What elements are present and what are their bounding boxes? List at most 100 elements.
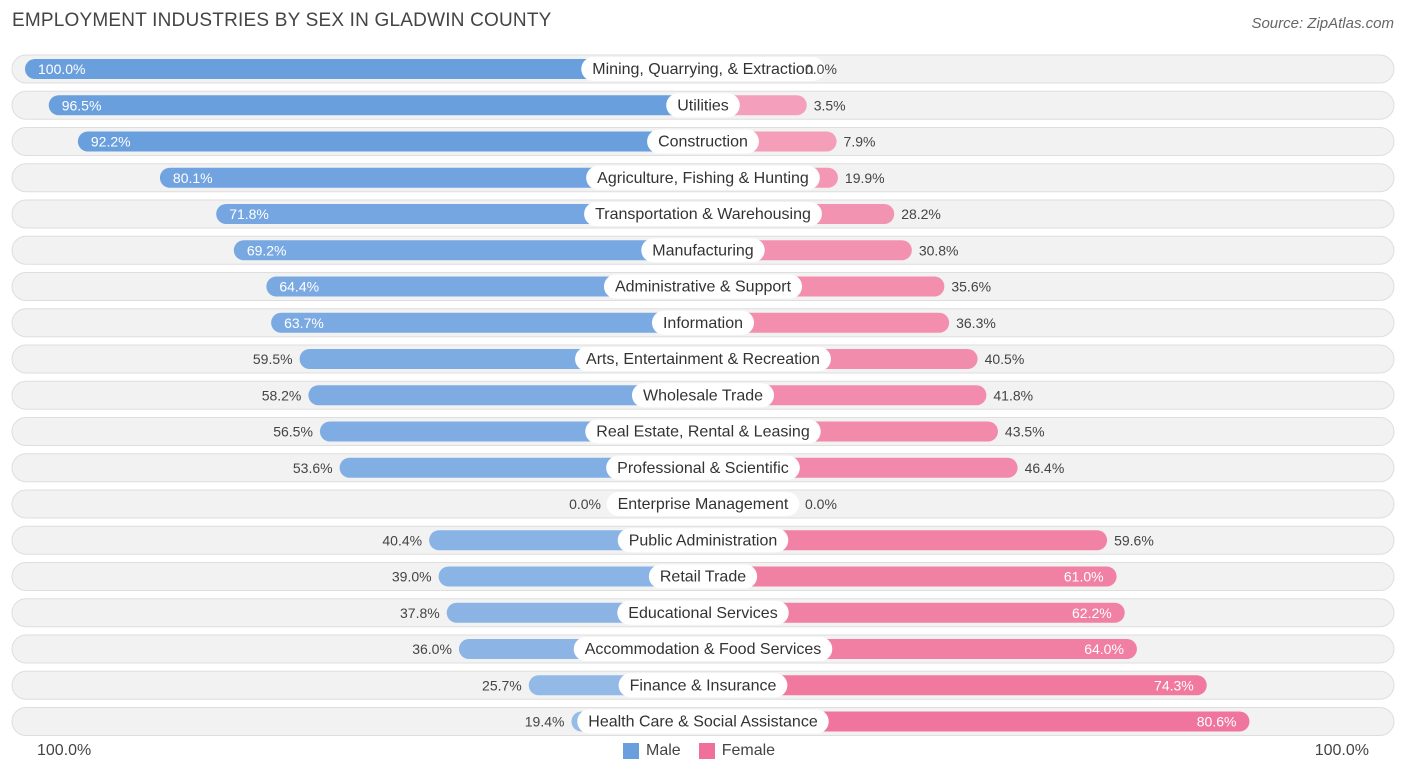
category-label: Agriculture, Fishing & Hunting [597, 170, 809, 187]
female-bar [703, 566, 1117, 587]
category-label: Arts, Entertainment & Recreation [586, 351, 820, 368]
female-value-label: 80.6% [1197, 714, 1237, 730]
source-label: Source: ZipAtlas.com [1251, 15, 1394, 32]
female-value-label: 46.4% [1025, 460, 1065, 476]
female-bar [703, 711, 1250, 732]
female-value-label: 28.2% [901, 206, 941, 222]
male-value-label: 58.2% [262, 387, 302, 403]
female-value-label: 59.6% [1114, 532, 1154, 548]
category-label: Information [663, 315, 743, 332]
male-value-label: 56.5% [273, 424, 313, 440]
category-pill [617, 600, 789, 625]
male-bar [438, 566, 703, 587]
male-value-label: 71.8% [229, 206, 269, 222]
female-value-label: 43.5% [1005, 424, 1045, 440]
male-bar [77, 131, 703, 152]
female-bar [703, 602, 1125, 623]
male-bar [266, 276, 703, 297]
legend-male-label: Male [646, 742, 681, 759]
category-pill [618, 673, 788, 698]
legend-item-male: Male [623, 742, 681, 760]
category-label: Enterprise Management [618, 496, 789, 513]
male-value-label: 36.0% [412, 641, 452, 657]
category-pill [573, 637, 833, 661]
female-value-label: 61.0% [1064, 569, 1104, 585]
category-label: Professional & Scientific [617, 460, 789, 477]
category-pill [651, 310, 755, 335]
category-pill [647, 129, 759, 154]
female-bar [703, 530, 1108, 551]
male-bar [308, 385, 703, 406]
category-label: Health Care & Social Assistance [588, 714, 818, 731]
category-pill [586, 165, 820, 190]
legend: 100.0% Male Female 100.0% [0, 742, 1406, 764]
axis-right-label: 100.0% [1314, 742, 1369, 759]
male-value-label: 40.4% [382, 532, 422, 548]
category-label: Construction [658, 134, 748, 151]
female-value-label: 35.6% [951, 279, 991, 295]
female-value-label: 7.9% [844, 134, 876, 150]
category-pill [606, 492, 800, 516]
male-bar [159, 167, 703, 188]
axis-left-label: 100.0% [37, 742, 92, 759]
male-bar [271, 312, 703, 333]
category-label: Administrative & Support [615, 279, 792, 296]
male-value-label: 96.5% [62, 97, 102, 113]
category-pill [617, 528, 789, 553]
female-value-label: 0.0% [805, 496, 837, 512]
category-label: Utilities [677, 97, 729, 114]
category-pill [584, 202, 822, 226]
male-value-label: 0.0% [569, 496, 601, 512]
category-label: Educational Services [628, 605, 777, 622]
female-value-label: 19.9% [845, 170, 885, 186]
legend-item-female: Female [698, 742, 776, 760]
male-value-label: 100.0% [38, 61, 85, 77]
female-value-label: 41.8% [993, 387, 1033, 403]
category-pill [648, 564, 758, 589]
legend-female-label: Female [721, 742, 776, 759]
category-label: Mining, Quarrying, & Extraction [592, 61, 813, 78]
category-label: Retail Trade [660, 569, 746, 586]
male-value-label: 92.2% [91, 134, 131, 150]
category-pill [666, 93, 740, 118]
male-value-label: 25.7% [482, 677, 522, 693]
category-pill [641, 238, 765, 263]
female-value-label: 36.3% [956, 315, 996, 331]
category-label: Transportation & Warehousing [595, 206, 811, 223]
male-bar [25, 59, 703, 79]
female-bar [703, 675, 1207, 696]
female-value-label: 40.5% [985, 351, 1025, 367]
category-label: Finance & Insurance [630, 677, 777, 694]
male-value-label: 64.4% [279, 279, 319, 295]
category-label: Wholesale Trade [643, 387, 763, 404]
female-bar [703, 312, 950, 333]
chart-title: EMPLOYMENT INDUSTRIES BY SEX IN GLADWIN … [12, 10, 552, 31]
female-value-label: 30.8% [919, 242, 959, 258]
male-bar [48, 95, 704, 116]
female-value-label: 74.3% [1154, 677, 1194, 693]
category-label: Public Administration [629, 532, 778, 549]
female-value-label: 3.5% [814, 97, 846, 113]
category-pill [631, 383, 775, 408]
female-value-label: 0.0% [805, 61, 837, 77]
male-value-label: 53.6% [293, 460, 333, 476]
male-value-label: 63.7% [284, 315, 324, 331]
male-value-label: 59.5% [253, 351, 293, 367]
male-value-label: 69.2% [247, 242, 287, 258]
category-label: Real Estate, Rental & Leasing [596, 424, 809, 441]
male-swatch-icon [623, 743, 639, 759]
male-bar [216, 204, 704, 224]
male-value-label: 80.1% [173, 170, 213, 186]
male-bar [233, 240, 703, 261]
category-pill [575, 347, 831, 371]
male-value-label: 39.0% [392, 569, 432, 585]
category-label: Accommodation & Food Services [585, 641, 822, 658]
female-value-label: 64.0% [1084, 641, 1124, 657]
category-pill [606, 455, 800, 480]
male-value-label: 37.8% [400, 605, 440, 621]
male-value-label: 19.4% [525, 714, 565, 730]
category-pill [585, 419, 821, 444]
female-value-label: 62.2% [1072, 605, 1112, 621]
category-pill [581, 57, 825, 81]
category-label: Manufacturing [652, 242, 753, 259]
